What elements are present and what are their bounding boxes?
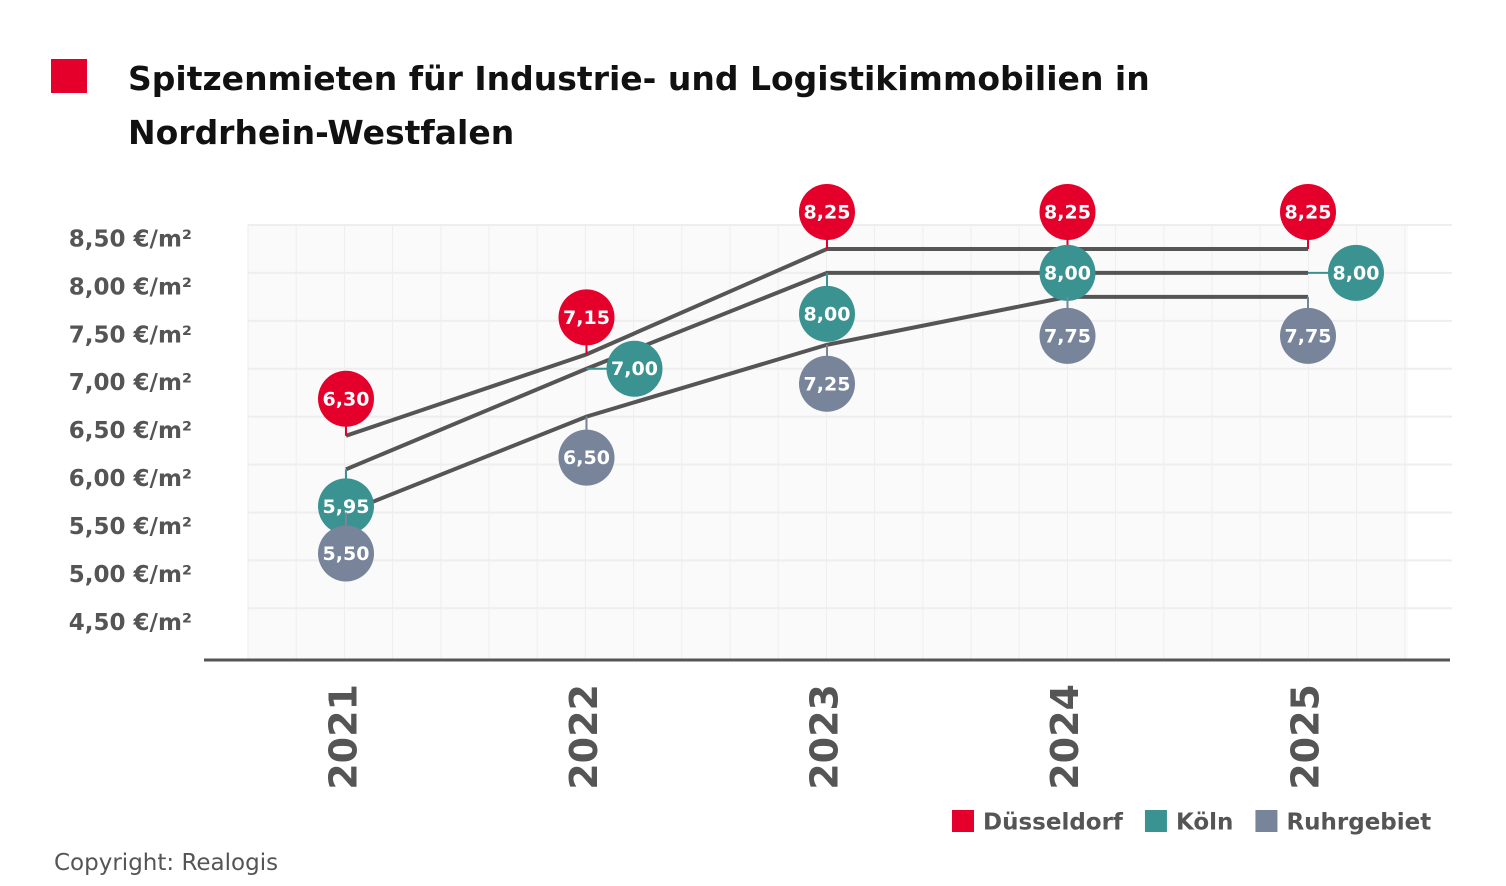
data-label: 6,30 <box>323 388 370 410</box>
data-label: 7,25 <box>804 373 851 395</box>
data-bubble <box>318 370 374 427</box>
y-tick-label: 5,50 €/m² <box>69 514 192 540</box>
y-tick-label: 8,00 €/m² <box>69 274 192 300</box>
data-bubble <box>799 183 855 240</box>
chart-title: Spitzenmieten für Industrie- und Logisti… <box>128 59 1150 152</box>
data-bubble <box>799 355 855 412</box>
x-tick-label: 2023 <box>803 684 847 790</box>
data-label: 8,25 <box>804 201 851 223</box>
y-tick-label: 4,50 €/m² <box>69 610 192 636</box>
y-tick-label: 7,00 €/m² <box>69 370 192 396</box>
x-tick-label: 2025 <box>1284 684 1328 790</box>
data-bubble <box>1280 183 1336 240</box>
legend-swatch <box>952 810 974 832</box>
title-marker <box>51 59 87 93</box>
data-label: 5,95 <box>323 496 370 518</box>
data-bubble <box>1328 244 1384 301</box>
x-tick-label: 2021 <box>322 684 366 790</box>
data-bubble <box>558 429 615 486</box>
data-label: 8,25 <box>1285 201 1332 223</box>
y-tick-label: 5,00 €/m² <box>69 562 192 588</box>
data-label: 8,25 <box>1044 201 1091 223</box>
data-label: 5,50 <box>323 543 370 565</box>
data-bubble <box>318 525 374 582</box>
y-tick-label: 8,50 €/m² <box>69 227 192 253</box>
y-tick-label: 6,00 €/m² <box>69 466 192 492</box>
data-bubble <box>1039 183 1096 240</box>
data-label: 7,75 <box>1285 325 1332 347</box>
data-label: 6,50 <box>563 447 610 469</box>
series-line <box>345 246 1308 438</box>
x-tick-label: 2024 <box>1043 684 1087 790</box>
y-tick-label: 7,50 €/m² <box>69 322 192 348</box>
data-label: 8,00 <box>804 303 851 325</box>
legend-swatch <box>1255 810 1278 832</box>
data-bubble <box>1039 307 1096 364</box>
data-label: 7,15 <box>563 307 610 329</box>
data-bubble <box>1039 244 1096 301</box>
data-label: 7,00 <box>611 358 658 380</box>
x-tick-label: 2022 <box>562 684 606 790</box>
legend-label: Köln <box>1176 810 1233 836</box>
y-tick-label: 6,50 €/m² <box>69 418 192 444</box>
legend-label: Ruhrgebiet <box>1286 810 1431 836</box>
data-bubble <box>799 285 855 342</box>
data-label: 8,00 <box>1333 262 1380 284</box>
legend-swatch <box>1144 810 1167 832</box>
data-bubble <box>558 289 615 346</box>
data-bubble <box>318 478 374 535</box>
legend-label: Düsseldorf <box>983 810 1124 836</box>
data-bubble <box>1280 307 1336 364</box>
data-label: 8,00 <box>1044 262 1091 284</box>
data-label: 7,75 <box>1044 325 1091 347</box>
data-bubble <box>606 340 663 397</box>
copyright: Copyright: Realogis <box>54 850 279 876</box>
